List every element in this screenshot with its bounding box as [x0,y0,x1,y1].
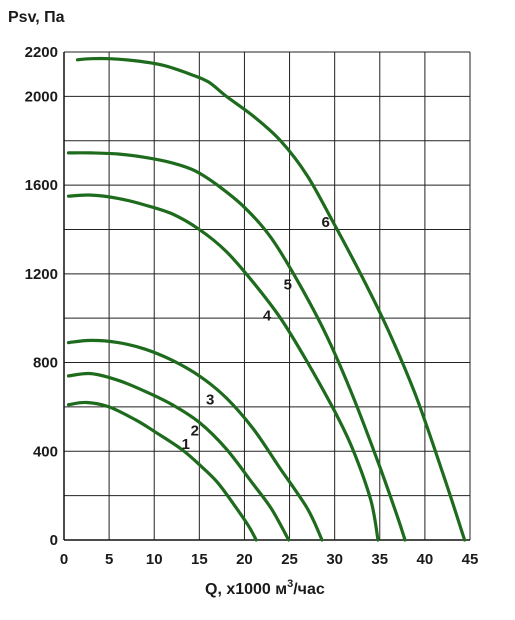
x-tick-label: 5 [105,551,113,568]
x-tick-label: 30 [326,551,343,568]
curve-6 [75,56,467,542]
x-tick-label: 0 [60,551,68,568]
curve-3 [66,338,324,542]
x-axis-title-main: Q, х1000 м [205,581,287,598]
x-axis-title-superscript: 3 [287,578,293,590]
y-tick-label: 2000 [25,88,58,105]
x-tick-label: 45 [462,551,479,568]
y-tick-label: 1600 [25,177,58,194]
y-tick-label: 800 [33,355,58,372]
curve-label-2: 2 [191,423,199,440]
curve-5 [66,151,407,542]
curve-label-6: 6 [321,214,329,231]
curve-labels: 123 45 6 [182,214,330,453]
y-tick-label: 0 [50,532,58,549]
y-tick-label: 400 [33,443,58,460]
y-tick-label: 1200 [25,266,58,283]
x-tick-label: 25 [281,551,298,568]
y-tick-label: 2200 [25,44,58,61]
axes [63,52,470,541]
x-axis-title: Q, х1000 м3/час [205,578,325,598]
curve-label-1: 1 [182,436,190,453]
tick-labels: 0 5 10 15 20 25 30 35 40 450400800120016002000220… [25,44,479,568]
x-tick-label: 15 [191,551,208,568]
curve-1 [66,400,258,542]
curve-label-3: 3 [206,392,214,409]
curve-label-5: 5 [284,276,292,293]
y-axis-title: Psv, Па [8,9,65,26]
x-tick-label: 20 [236,551,253,568]
x-tick-label: 40 [417,551,434,568]
curves [66,56,467,542]
x-tick-label: 10 [146,551,163,568]
curve-4 [66,193,380,542]
curve-label-4: 4 [263,307,272,324]
grid [63,51,471,541]
x-tick-label: 35 [371,551,388,568]
x-axis-title-tail: /час [293,581,325,598]
curve-2 [66,371,291,542]
